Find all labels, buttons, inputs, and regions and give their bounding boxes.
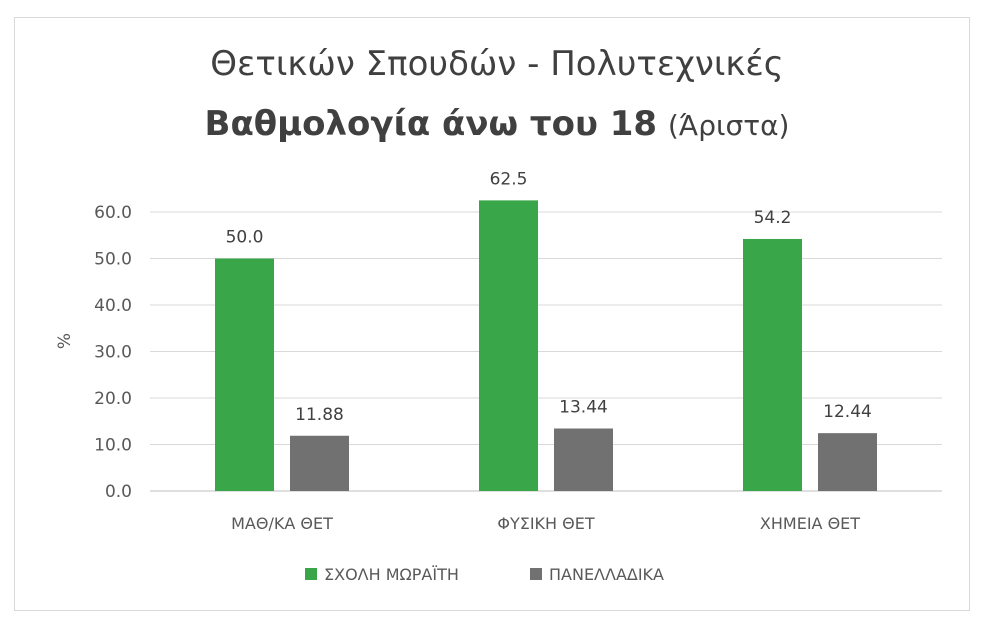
y-tick-label: 40.0 <box>94 296 132 316</box>
bar <box>290 435 349 491</box>
data-label: 62.5 <box>490 169 528 189</box>
category-label: ΦΥΣΙΚΗ ΘΕΤ <box>497 514 595 533</box>
chart-title-line1: Θετικών Σπουδών - Πολυτεχνικές <box>210 44 784 84</box>
y-tick-label: 0.0 <box>105 482 132 502</box>
bar <box>743 238 802 491</box>
data-label: 13.44 <box>559 398 608 418</box>
category-label: ΧΗΜΕΙΑ ΘΕΤ <box>760 514 860 533</box>
legend-label: ΠΑΝΕΛΛΑΔΙΚΑ <box>549 565 664 584</box>
legend-label: ΣΧΟΛΗ ΜΩΡΑΪΤΗ <box>324 565 459 584</box>
chart-title-bold: Βαθμολογία άνω του 18 <box>204 104 658 144</box>
category-label: ΜΑΘ/ΚΑ ΘΕΤ <box>231 514 333 533</box>
data-label: 50.0 <box>226 228 264 248</box>
chart-title-suffix: (Άριστα) <box>667 109 790 142</box>
data-label: 11.88 <box>295 405 344 425</box>
bar <box>479 200 538 491</box>
y-tick-label: 10.0 <box>94 436 132 456</box>
bar <box>554 428 613 491</box>
bar <box>215 258 274 491</box>
data-label: 54.2 <box>754 208 792 228</box>
y-tick-label: 50.0 <box>94 250 132 270</box>
legend-swatch <box>305 568 317 580</box>
legend-swatch <box>530 568 542 580</box>
y-tick-label: 60.0 <box>94 203 132 223</box>
y-tick-label: 20.0 <box>94 389 132 409</box>
y-tick-label: 30.0 <box>94 343 132 363</box>
bar <box>818 433 877 491</box>
chart-title-line2: Βαθμολογία άνω του 18 (Άριστα) <box>0 104 994 144</box>
y-axis-label: % <box>55 333 75 349</box>
data-label: 12.44 <box>823 402 872 422</box>
